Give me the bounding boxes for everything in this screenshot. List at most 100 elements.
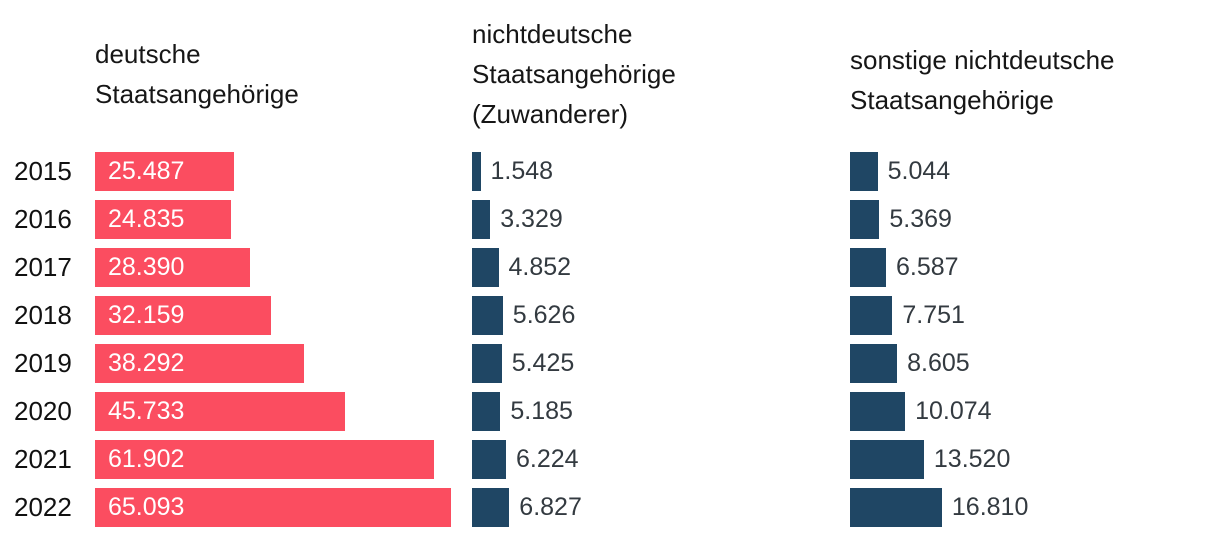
- year-label: 2016: [14, 204, 72, 234]
- chart-row: 2019 38.292 5.425 8.605: [0, 344, 1220, 392]
- bar: 65.093: [95, 488, 451, 527]
- bar-cell-series3: 8.605: [850, 344, 970, 383]
- bar: [850, 248, 886, 287]
- year-label: 2020: [14, 396, 72, 426]
- bar: [850, 344, 898, 383]
- year-label: 2018: [14, 300, 72, 330]
- bar-value-label: 65.093: [108, 493, 185, 521]
- bar-cell-series1: 38.292: [95, 344, 305, 383]
- bar-cell-series1: 32.159: [95, 296, 271, 335]
- bar-cell-series2: 5.425: [472, 344, 574, 383]
- bar-cell-series3: 5.369: [850, 200, 952, 239]
- bar-value-label: 38.292: [108, 349, 185, 377]
- bar: [472, 344, 502, 383]
- year-label: 2015: [14, 156, 72, 186]
- bar: [472, 488, 510, 527]
- bar-cell-series2: 5.626: [472, 296, 575, 335]
- bar-cell-series3: 5.044: [850, 152, 950, 191]
- chart-row: 2015 25.487 1.548 5.044: [0, 152, 1220, 200]
- bar-cell-series1: 24.835: [95, 200, 231, 239]
- header-line: Staatsangehörige: [95, 79, 299, 109]
- bar-cell-series1: 65.093: [95, 488, 451, 527]
- bar-cell-series2: 5.185: [472, 392, 573, 431]
- bar-value-label: 6.827: [519, 493, 582, 521]
- year-label: 2019: [14, 348, 72, 378]
- bar: [472, 152, 481, 191]
- bar: [472, 200, 491, 239]
- bar-value-label: 28.390: [108, 253, 185, 281]
- bar: [850, 296, 893, 335]
- bar: [472, 296, 503, 335]
- bar-value-label: 10.074: [915, 397, 992, 425]
- bar-cell-series3: 7.751: [850, 296, 965, 335]
- series-header-deutsche: deutsche Staatsangehörige: [95, 34, 299, 114]
- bar-cell-series2: 1.548: [472, 152, 553, 191]
- bar-cell-series1: 25.487: [95, 152, 235, 191]
- year-label: 2022: [14, 492, 72, 522]
- header-line: Staatsangehörige: [472, 59, 676, 89]
- header-line: nichtdeutsche: [472, 19, 633, 49]
- bar: 32.159: [95, 296, 271, 335]
- bar-value-label: 16.810: [951, 493, 1029, 521]
- bar-cell-series3: 6.587: [850, 248, 959, 287]
- chart-row: 2018 32.159 5.626 7.751: [0, 296, 1220, 344]
- bar-cell-series2: 6.827: [472, 488, 582, 527]
- chart-row: 2021 61.902 6.224 13.520: [0, 440, 1220, 488]
- bar-value-label: 45.733: [108, 397, 185, 425]
- bar-value-label: 8.605: [907, 349, 970, 377]
- bar: [850, 152, 878, 191]
- bar-value-label: 5.425: [511, 349, 575, 377]
- chart-row: 2016 24.835 3.329 5.369: [0, 200, 1220, 248]
- bar: [472, 392, 501, 431]
- bar: [472, 440, 506, 479]
- bar: [850, 200, 880, 239]
- series-header-nichtdeutsche: nichtdeutsche Staatsangehörige (Zuwander…: [472, 14, 676, 134]
- bar: 45.733: [95, 392, 346, 431]
- series-header-sonstige: sonstige nichtdeutsche Staatsangehörige: [850, 40, 1115, 120]
- chart-row: 2020 45.733 5.185 10.074: [0, 392, 1220, 440]
- bar-cell-series3: 10.074: [850, 392, 992, 431]
- year-label: 2017: [14, 252, 72, 282]
- bar-cell-series3: 13.520: [850, 440, 1010, 479]
- bar-cell-series2: 3.329: [472, 200, 563, 239]
- header-line: (Zuwanderer): [472, 99, 629, 129]
- bar: [850, 488, 942, 527]
- bar: 24.835: [95, 200, 231, 239]
- bar: 61.902: [95, 440, 434, 479]
- year-label: 2021: [14, 444, 72, 474]
- chart-row: 2017 28.390 4.852 6.587: [0, 248, 1220, 296]
- bar-value-label: 7.751: [902, 301, 965, 329]
- bar-value-label: 6.587: [896, 253, 959, 281]
- header-line: deutsche: [95, 39, 201, 69]
- bar-value-label: 4.852: [508, 253, 572, 281]
- bar-value-label: 32.159: [108, 301, 185, 329]
- bar-value-label: 5.626: [512, 301, 576, 329]
- bar: 25.487: [95, 152, 235, 191]
- bar-cell-series2: 4.852: [472, 248, 571, 287]
- bar-cell-series1: 28.390: [95, 248, 251, 287]
- bar-value-label: 5.185: [510, 397, 573, 425]
- bar-cell-series3: 16.810: [850, 488, 1028, 527]
- bar-cell-series2: 6.224: [472, 440, 579, 479]
- bar: 38.292: [95, 344, 305, 383]
- chart-row: 2022 65.093 6.827 16.810: [0, 488, 1220, 536]
- bar: [850, 392, 906, 431]
- bar-value-label: 13.520: [933, 445, 1011, 473]
- bar-value-label: 6.224: [516, 445, 579, 473]
- bar-value-label: 1.548: [490, 157, 554, 185]
- bar-value-label: 5.369: [889, 205, 952, 233]
- chart-rows: 2015 25.487 1.548 5.044 2016 24.835 3.329 5.369…: [0, 152, 1220, 536]
- bar-value-label: 3.329: [500, 205, 563, 233]
- header-line: sonstige nichtdeutsche: [850, 45, 1115, 75]
- bar-value-label: 25.487: [108, 157, 185, 185]
- header-line: Staatsangehörige: [850, 85, 1054, 115]
- bar-value-label: 61.902: [108, 445, 185, 473]
- bar: 28.390: [95, 248, 251, 287]
- bar-cell-series1: 45.733: [95, 392, 346, 431]
- bar: [850, 440, 924, 479]
- bar-value-label: 5.044: [887, 157, 951, 185]
- bar-value-label: 24.835: [108, 205, 185, 233]
- bar-cell-series1: 61.902: [95, 440, 434, 479]
- bar: [472, 248, 499, 287]
